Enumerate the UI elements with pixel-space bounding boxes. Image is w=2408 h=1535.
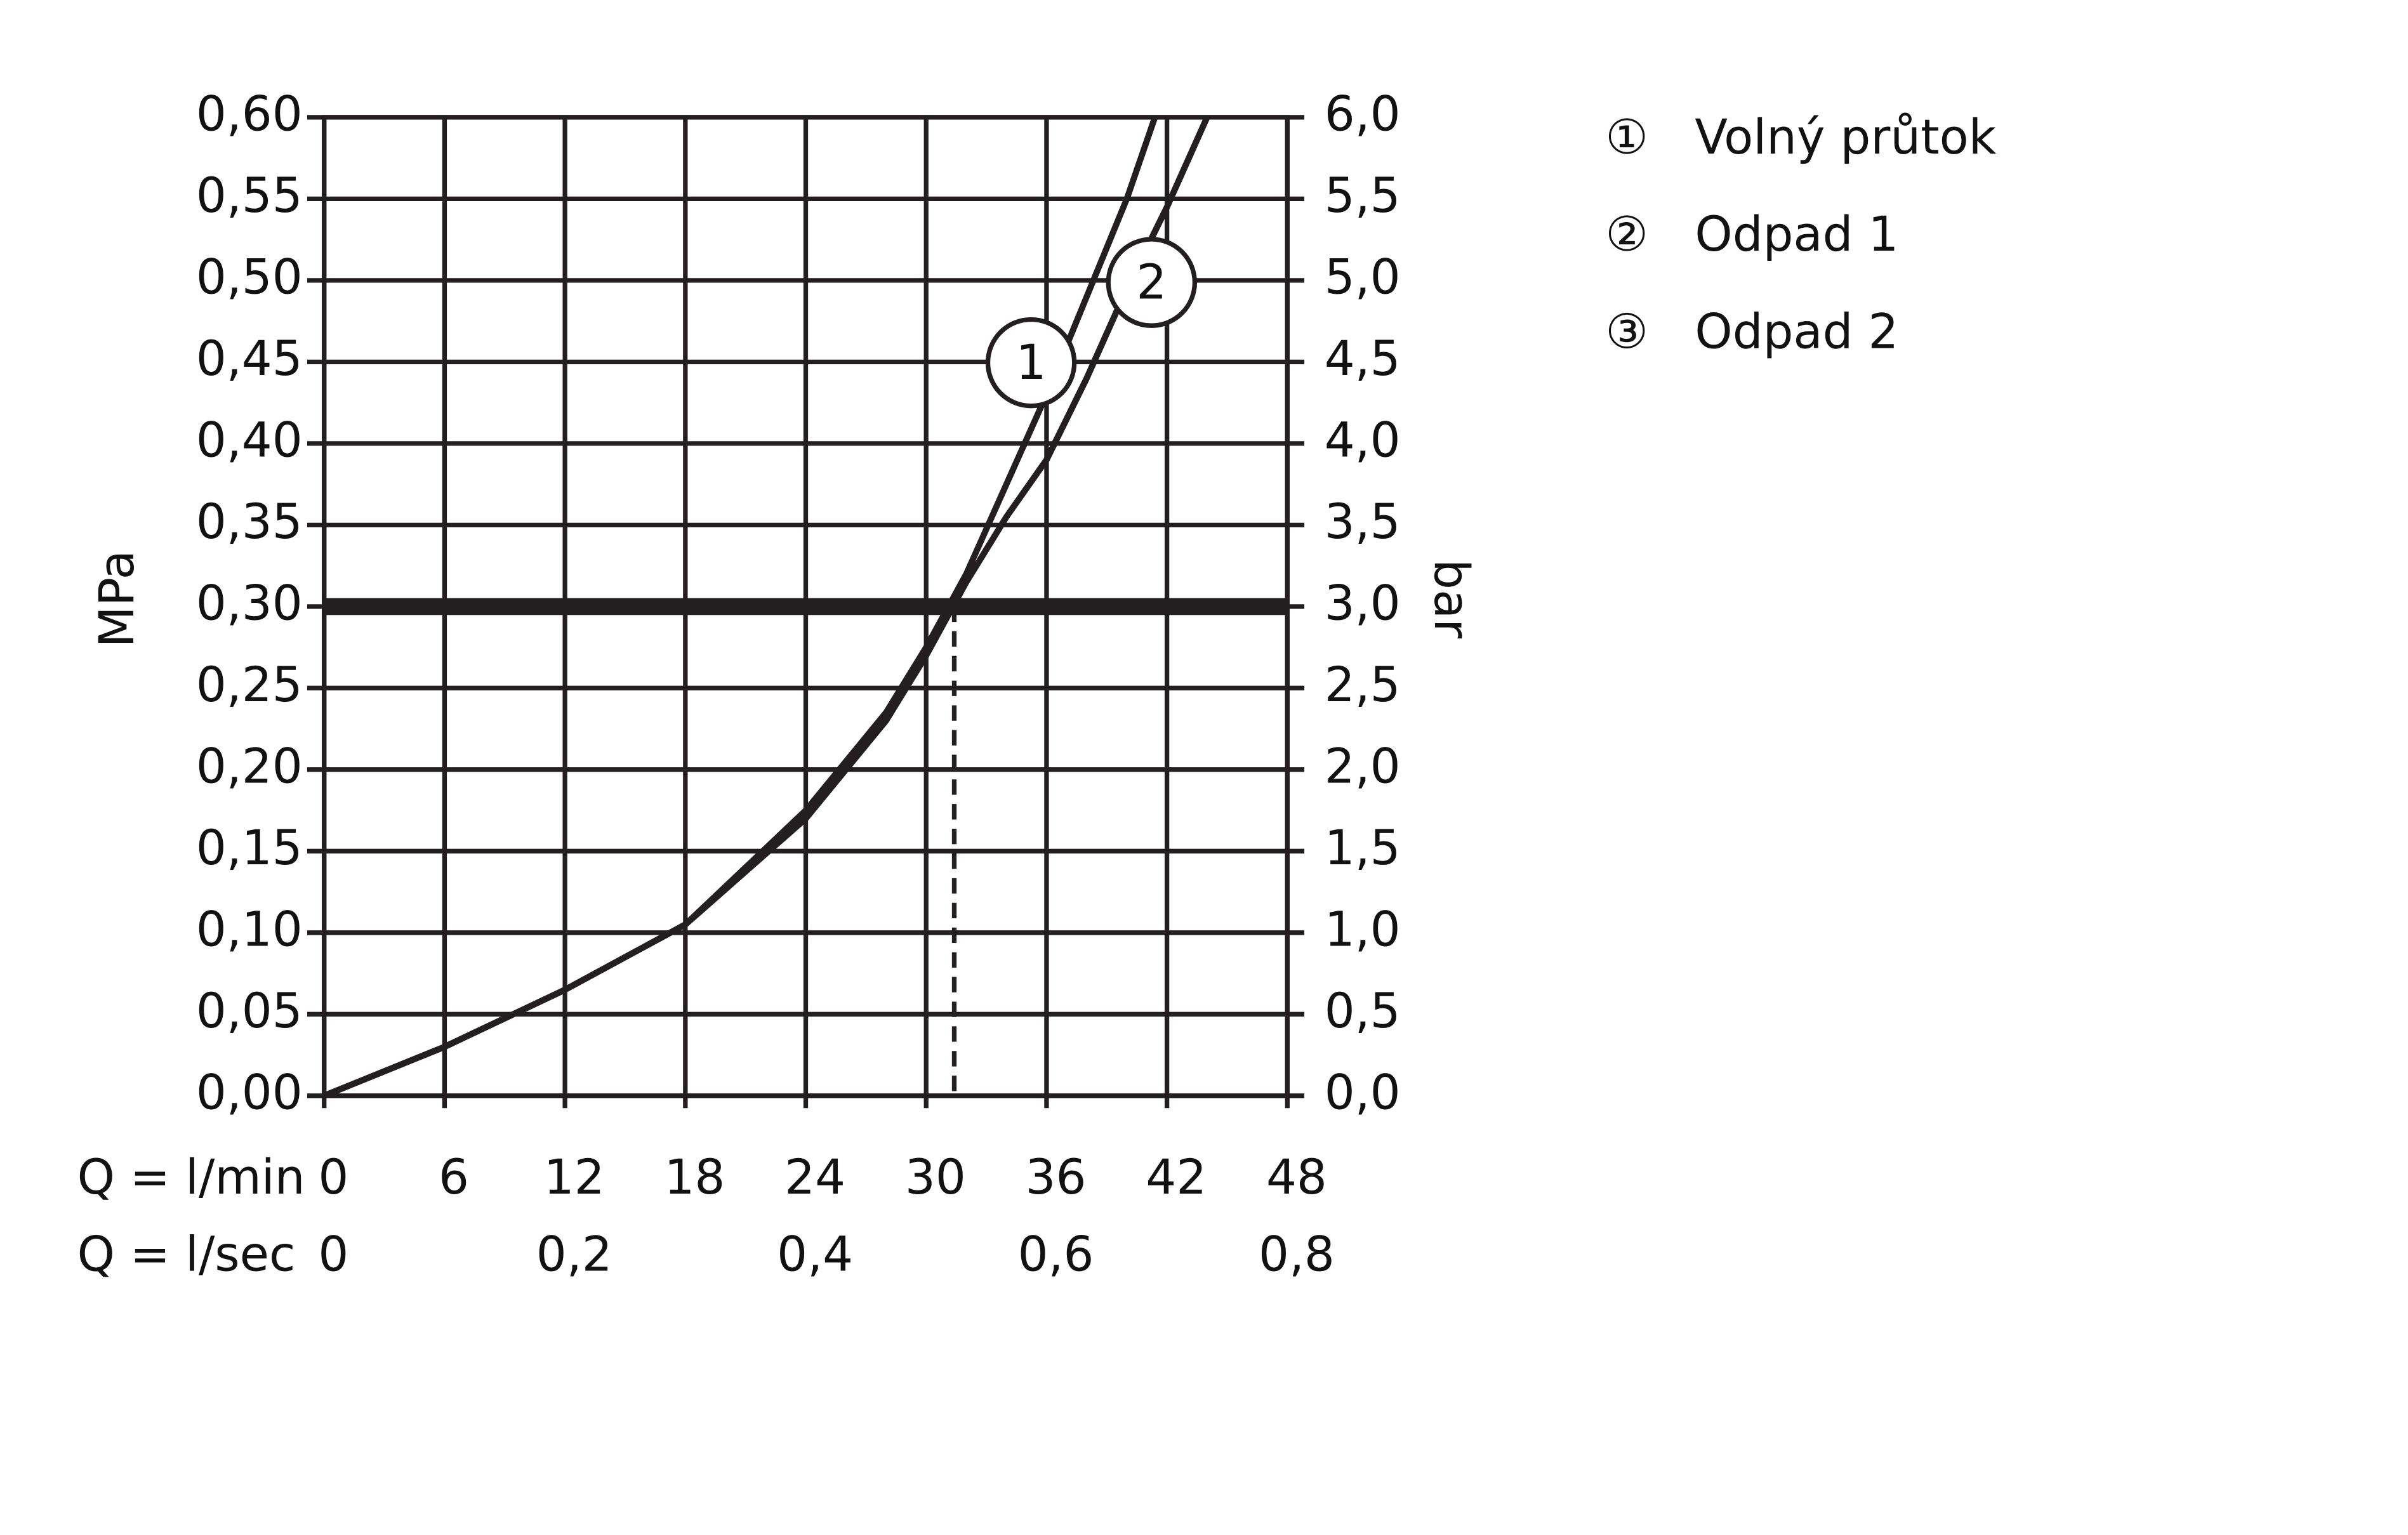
x-tick-label: 30 — [905, 1149, 966, 1205]
y2-tick-label: 6,0 — [1325, 86, 1401, 142]
y2-tick-label: 0,0 — [1325, 1064, 1401, 1120]
x-tick-label: 24 — [784, 1149, 845, 1205]
y-tick-label: 0,15 — [196, 820, 303, 876]
y-tick-label: 0,20 — [196, 738, 303, 794]
y2-tick-label: 5,5 — [1325, 168, 1401, 223]
y2-tick-label: 3,5 — [1325, 494, 1401, 550]
y2-axis-title: bar — [1424, 559, 1479, 638]
y-tick-label: 0,55 — [196, 168, 303, 223]
curve-label: 2 — [1136, 254, 1167, 310]
curve-label: 1 — [1016, 334, 1047, 390]
x2-axis-title: Q = l/sec — [77, 1227, 296, 1282]
x-tick-label: 18 — [664, 1149, 725, 1205]
x-tick-label: 12 — [544, 1149, 605, 1205]
x-tick-label: 36 — [1026, 1149, 1087, 1205]
curve-label-circle — [1106, 237, 1198, 328]
legend-symbol: ② — [1605, 206, 1648, 262]
y2-tick-label: 2,5 — [1325, 657, 1401, 713]
x-tick-label: 6 — [439, 1149, 469, 1205]
y2-tick-label: 1,0 — [1325, 901, 1401, 957]
x2-tick-label: 0,6 — [1018, 1227, 1094, 1282]
curve-label-circle — [985, 317, 1077, 409]
y-tick-label: 0,40 — [196, 412, 303, 468]
y-tick-label: 0,05 — [196, 983, 303, 1039]
y-tick-label: 0,35 — [196, 494, 303, 550]
x2-tick-label: 0,8 — [1259, 1227, 1335, 1282]
x2-tick-label: 0 — [318, 1227, 348, 1282]
x-tick-label: 0 — [318, 1149, 348, 1205]
y-tick-label: 0,60 — [196, 86, 303, 142]
y-tick-label: 0,10 — [196, 901, 303, 957]
x2-tick-label: 0,4 — [777, 1227, 853, 1282]
x-tick-label: 48 — [1266, 1149, 1327, 1205]
y-tick-label: 0,30 — [196, 575, 303, 631]
legend-label: Volný průtok — [1695, 109, 1996, 165]
y2-tick-label: 4,5 — [1325, 331, 1401, 386]
y-tick-label: 0,45 — [196, 331, 303, 386]
y-tick-label: 0,50 — [196, 249, 303, 305]
y-axis-title: MPa — [89, 550, 145, 647]
legend-symbol: ③ — [1605, 303, 1648, 359]
legend-symbol: ① — [1605, 109, 1648, 165]
y2-tick-label: 5,0 — [1325, 249, 1401, 305]
y2-tick-label: 1,5 — [1325, 820, 1401, 876]
legend-label: Odpad 1 — [1695, 206, 1898, 262]
y2-tick-label: 2,0 — [1325, 738, 1401, 794]
y-tick-label: 0,25 — [196, 657, 303, 713]
y2-tick-label: 4,0 — [1325, 412, 1401, 468]
x2-tick-label: 0,2 — [536, 1227, 612, 1282]
y2-tick-label: 3,0 — [1325, 575, 1401, 631]
legend-label: Odpad 2 — [1695, 303, 1898, 359]
x-axis-title: Q = l/min — [77, 1149, 305, 1205]
y-tick-label: 0,00 — [196, 1064, 303, 1120]
y2-tick-label: 0,5 — [1325, 983, 1401, 1039]
x-tick-label: 42 — [1146, 1149, 1207, 1205]
